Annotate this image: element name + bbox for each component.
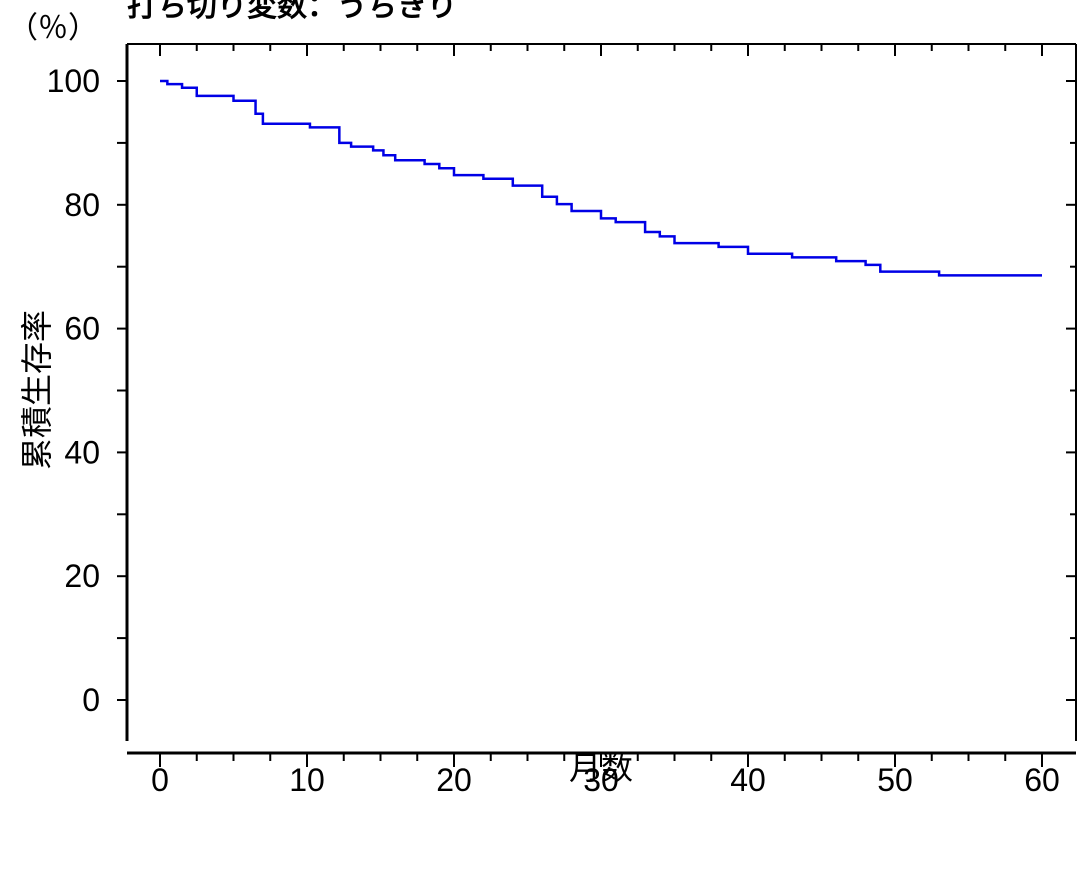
chart-title: 打ち切り変数：うちきり xyxy=(127,0,457,23)
x-tick-label: 10 xyxy=(289,762,325,798)
y-tick-label: 20 xyxy=(64,558,100,594)
survival-step-line xyxy=(160,79,1042,277)
series-group xyxy=(160,79,1042,277)
y-tick-label: 80 xyxy=(64,187,100,223)
x-tick-label: 30 xyxy=(583,762,619,798)
y-tick-label: 40 xyxy=(64,434,100,470)
y-tick-label: 60 xyxy=(64,311,100,347)
y-axis-unit: （％） xyxy=(8,12,98,45)
x-tick-label: 20 xyxy=(436,762,472,798)
x-axis-label: 月数 xyxy=(569,750,633,786)
plot-frame xyxy=(125,43,1077,755)
x-tick-label: 0 xyxy=(151,762,169,798)
tick-labels: 0 10 20 30 40 50 60 0 20 40 60 80 100 xyxy=(47,63,1060,798)
y-tick-label: 0 xyxy=(82,682,100,718)
y-tick-label: 100 xyxy=(47,63,100,99)
y-axis-label: 累積生存率 xyxy=(19,310,55,470)
axis-ticks xyxy=(117,44,1076,767)
x-tick-label: 50 xyxy=(877,762,913,798)
x-tick-label: 40 xyxy=(730,762,766,798)
x-tick-label: 60 xyxy=(1024,762,1060,798)
